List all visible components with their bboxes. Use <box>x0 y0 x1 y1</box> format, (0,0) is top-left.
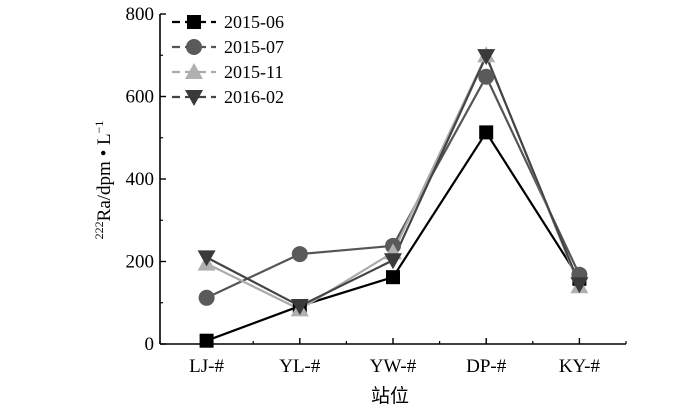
legend-label: 2015-06 <box>224 12 284 32</box>
y-axis-title-superscript: 222 <box>92 221 106 239</box>
x-tick-label: LJ-# <box>189 356 224 377</box>
data-point-2015-07 <box>198 289 215 306</box>
y-axis-title: 222Ra/dpm • L−1 <box>92 121 115 240</box>
x-axis-title: 站位 <box>371 385 409 407</box>
legend-marker-2016-02 <box>185 90 203 106</box>
data-point-2015-07 <box>291 246 308 263</box>
legend-marker-2015-06 <box>187 15 201 29</box>
data-point-2015-06 <box>386 270 400 285</box>
data-point-2015-06 <box>479 125 494 140</box>
legend-marker-2015-07 <box>186 39 202 55</box>
data-point-2016-02 <box>197 250 216 267</box>
legend-label: 2015-11 <box>224 62 283 82</box>
legend: 2015-06 2015-07 2015-11 2016-02 <box>172 12 284 107</box>
x-tick-label: YL-# <box>279 356 321 377</box>
legend-label: 2015-07 <box>224 37 284 57</box>
y-axis-title-unit-superscript: −1 <box>92 121 106 134</box>
y-tick-label: 600 <box>126 87 155 108</box>
data-point-2016-02 <box>570 277 589 294</box>
data-point-2016-02 <box>384 253 402 270</box>
data-point-2016-02 <box>477 49 496 66</box>
y-tick-label: 200 <box>126 252 155 273</box>
x-tick-label: YW-# <box>370 356 417 377</box>
legend-label: 2016-02 <box>224 87 284 107</box>
data-point-2016-02 <box>290 299 309 316</box>
axes: 0 200 400 600 800 LJ-# YL-# YW-# DP-# KY-# <box>126 4 627 377</box>
y-axis-title-main: Ra/dpm • L <box>94 133 115 221</box>
y-tick-label: 0 <box>145 334 155 355</box>
x-tick-label: KY-# <box>559 356 601 377</box>
x-tick-label: DP-# <box>466 356 507 377</box>
data-point-2015-07 <box>478 68 495 85</box>
y-tick-label: 800 <box>126 4 155 25</box>
legend-marker-2015-11 <box>185 63 203 79</box>
y-tick-label: 400 <box>126 169 155 190</box>
series-line-2015-06 <box>206 130 581 342</box>
